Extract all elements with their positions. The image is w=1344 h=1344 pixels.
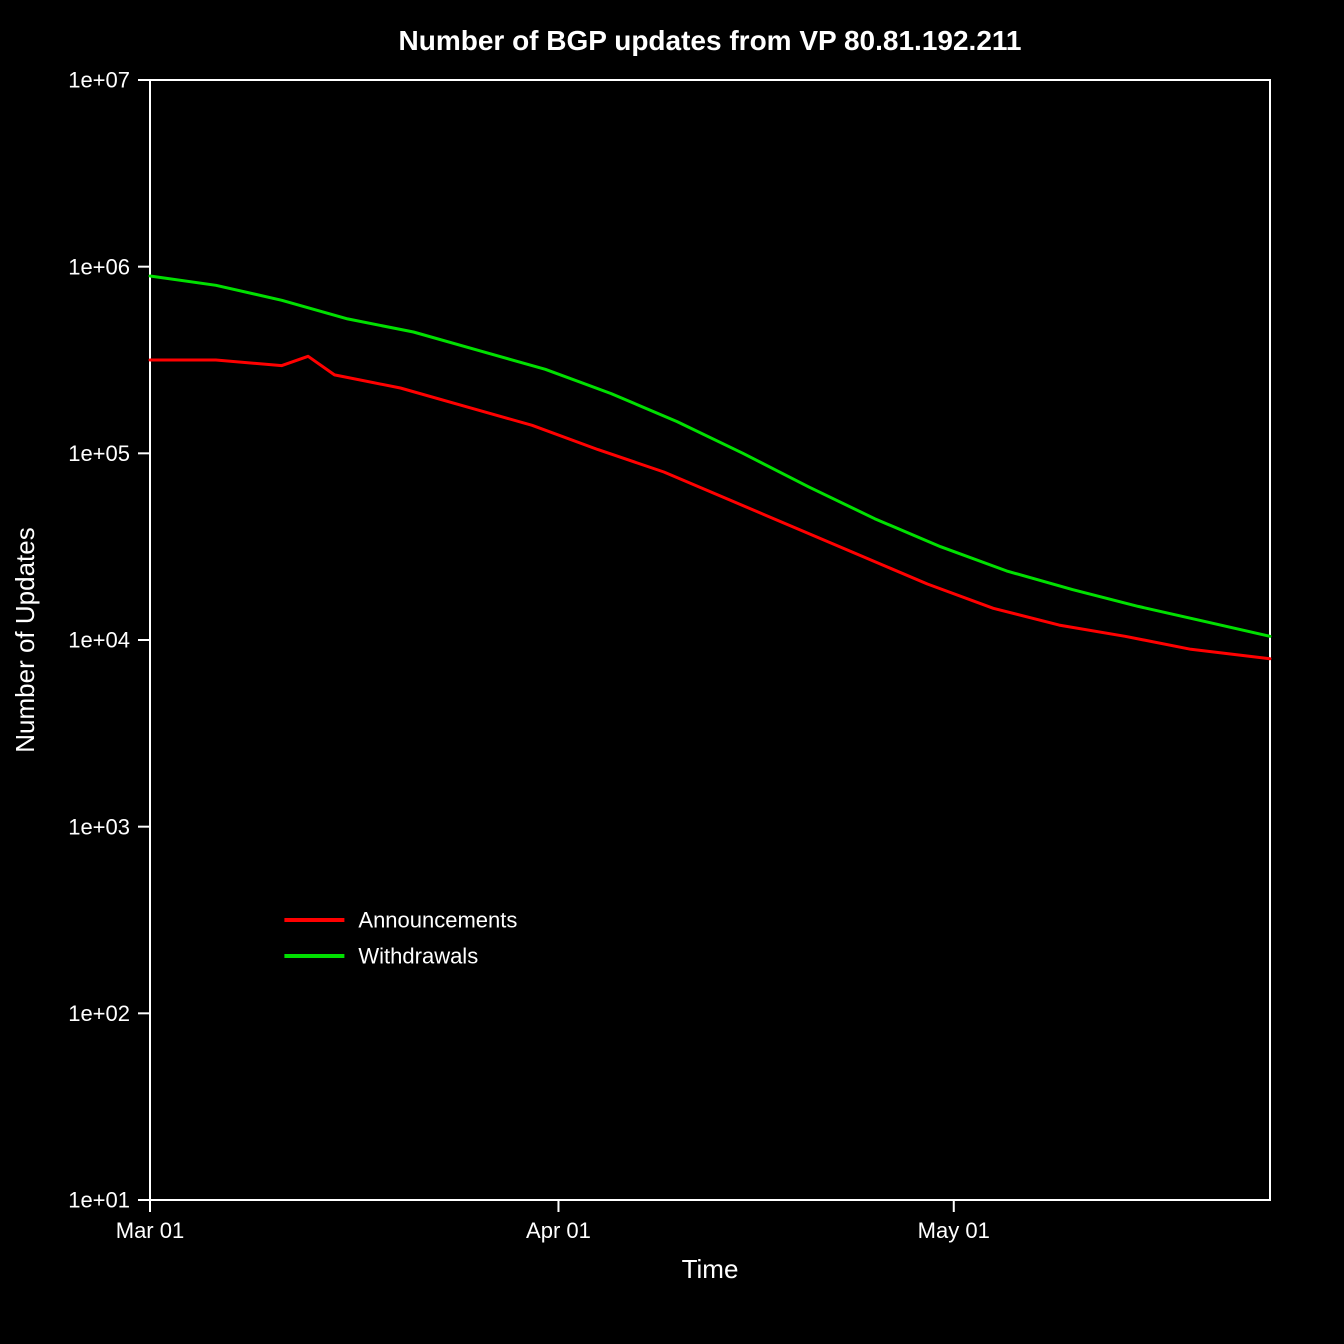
y-tick-label: 1e+07 bbox=[68, 68, 130, 93]
legend-label: Announcements bbox=[358, 908, 517, 933]
x-tick-label: May 01 bbox=[918, 1218, 990, 1243]
chart-title: Number of BGP updates from VP 80.81.192.… bbox=[399, 25, 1022, 56]
y-tick-label: 1e+03 bbox=[68, 814, 130, 839]
legend-label: Withdrawals bbox=[358, 944, 478, 969]
x-axis-label: Time bbox=[682, 1254, 739, 1284]
y-tick-label: 1e+06 bbox=[68, 254, 130, 279]
y-tick-label: 1e+02 bbox=[68, 1001, 130, 1026]
y-axis-label: Number of Updates bbox=[10, 527, 40, 752]
y-tick-label: 1e+04 bbox=[68, 628, 130, 653]
x-tick-label: Apr 01 bbox=[526, 1218, 591, 1243]
line-chart: Mar 01 Apr 01 May 01 1e+01 1e+02 1e+03 1e+04 1e… bbox=[0, 0, 1344, 1344]
y-tick-label: 1e+01 bbox=[68, 1188, 130, 1213]
y-tick-label: 1e+05 bbox=[68, 441, 130, 466]
x-tick-label: Mar 01 bbox=[116, 1218, 184, 1243]
